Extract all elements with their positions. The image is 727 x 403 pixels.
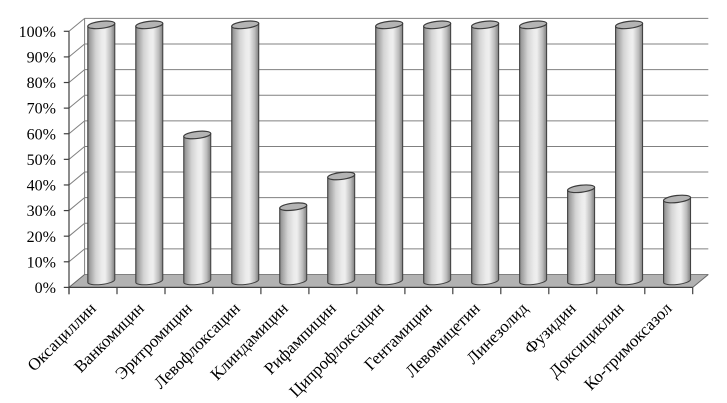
svg-text:50%: 50% [27,152,56,169]
svg-text:10%: 10% [27,254,56,271]
svg-text:30%: 30% [27,203,56,220]
svg-text:90%: 90% [27,50,56,67]
svg-text:80%: 80% [27,75,56,92]
svg-text:20%: 20% [27,229,56,246]
svg-text:40%: 40% [27,178,56,195]
svg-text:100%: 100% [19,24,56,41]
svg-text:0%: 0% [35,280,56,297]
svg-text:Ко-тримоксазол: Ко-тримоксазол [580,298,676,394]
svg-text:60%: 60% [27,126,56,143]
svg-text:70%: 70% [27,101,56,118]
svg-text:Левофлоксацин: Левофлоксацин [150,299,244,393]
